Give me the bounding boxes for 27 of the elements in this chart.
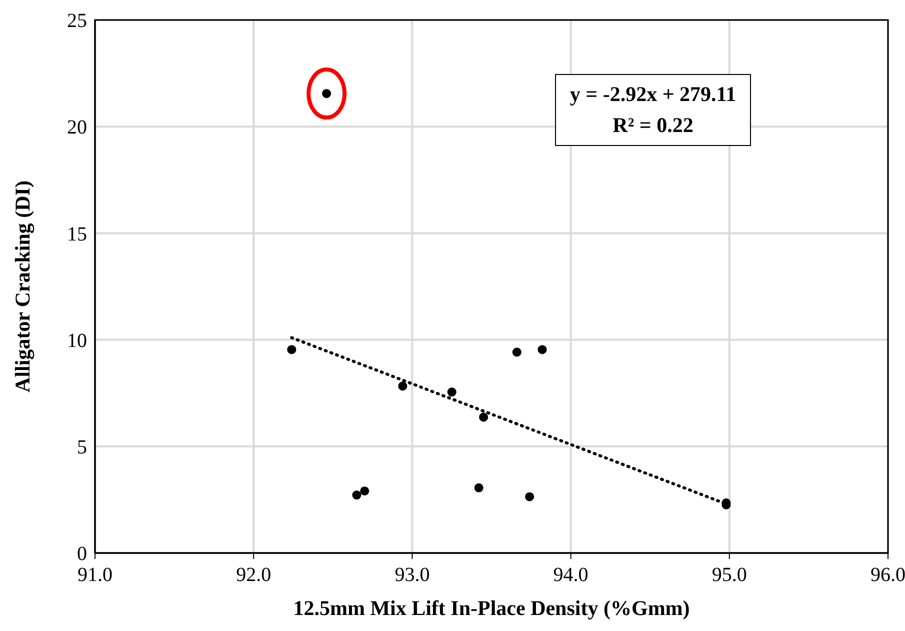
point	[287, 345, 296, 354]
x-axis-title: 12.5mm Mix Lift In-Place Density (%Gmm)	[293, 596, 690, 620]
x-tick-label: 95.0	[712, 564, 747, 586]
annotation: R² = 0.22	[612, 112, 694, 139]
y-tick-label: 0	[77, 543, 87, 566]
x-tick-label: 91.0	[78, 564, 112, 586]
y-axis-title: Alligator Cracking (DI)	[10, 180, 34, 392]
x-tick-label: 92.0	[236, 564, 272, 586]
point	[360, 486, 370, 496]
point	[512, 348, 522, 357]
y-tick-label: 15	[67, 223, 87, 246]
point	[447, 388, 456, 397]
point	[538, 345, 547, 354]
point	[322, 89, 332, 98]
x-tick-label: 96.0	[870, 564, 905, 586]
point	[352, 490, 362, 500]
point	[479, 412, 488, 422]
annotation: y = -2.92x + 279.11	[568, 81, 738, 108]
y-tick-label: 25	[67, 10, 87, 32]
y-tick-label: 20	[67, 116, 87, 139]
point	[525, 492, 534, 502]
y-tick-label: 5	[77, 436, 87, 458]
x-tick-label: 93.0	[394, 564, 430, 586]
point	[474, 483, 484, 492]
point	[398, 382, 408, 391]
x-tick-label: 94.0	[553, 564, 588, 586]
y-tick-label: 10	[67, 330, 87, 352]
